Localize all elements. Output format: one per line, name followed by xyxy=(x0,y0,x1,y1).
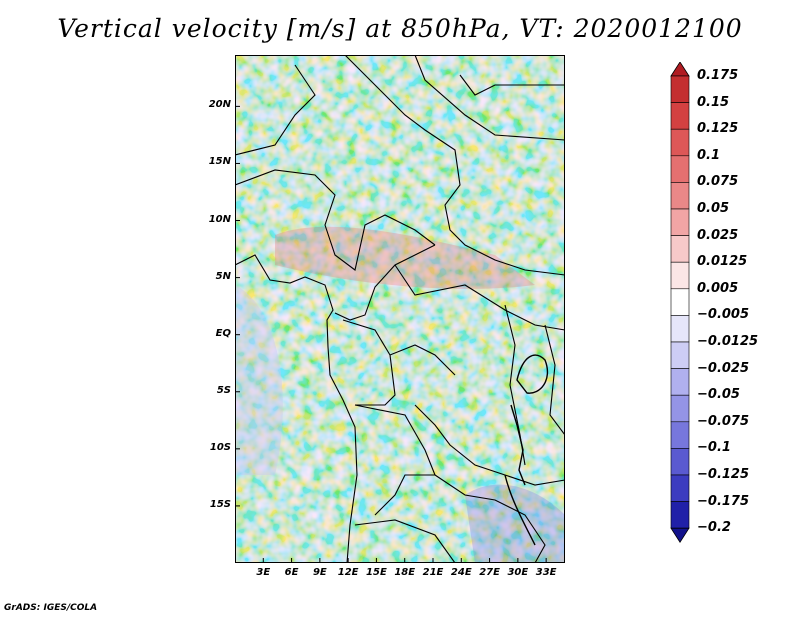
colorbar-swatch xyxy=(670,315,690,343)
colorbar-level-label: −0.025 xyxy=(697,360,750,376)
latitude-label: 10S xyxy=(209,441,231,453)
colorbar-level-label: −0.05 xyxy=(697,387,740,403)
latitude-label: 5S xyxy=(216,384,231,396)
latitude-label: 10N xyxy=(208,213,231,225)
coastlines-and-borders xyxy=(235,55,565,563)
colorbar-swatch xyxy=(670,261,690,290)
longitude-label: 21E xyxy=(422,567,444,578)
colorbar-level-label: 0.005 xyxy=(697,280,739,296)
colorbar-swatch xyxy=(670,128,690,157)
colorbar-level-label: 0.175 xyxy=(697,68,739,83)
colorbar-level-label: 0.15 xyxy=(697,94,730,110)
longitude-label: 30E xyxy=(507,567,529,578)
latitude-label: EQ xyxy=(215,327,231,339)
map-frame xyxy=(235,55,565,563)
longitude-label: 27E xyxy=(479,567,500,578)
colorbar xyxy=(670,62,690,543)
colorbar-swatch xyxy=(670,208,690,236)
colorbar-level-label: −0.0125 xyxy=(697,334,759,349)
latitude-ticks xyxy=(235,105,240,507)
longitude-label: 9E xyxy=(312,567,327,578)
colorbar-swatch xyxy=(670,155,690,183)
colorbar-swatch xyxy=(670,368,690,396)
colorbar-swatch xyxy=(670,501,690,529)
colorbar-level-label: 0.125 xyxy=(697,121,739,137)
longitude-label: 3E xyxy=(256,567,271,578)
latitude-label: 20N xyxy=(208,99,231,111)
grads-credit: GrADS: IGES/COLA xyxy=(4,603,98,613)
colorbar-level-label: −0.075 xyxy=(697,413,750,429)
rising-band-west-africa xyxy=(275,226,535,289)
atlantic-subsidence-area xyxy=(235,285,283,475)
colorbar-swatch xyxy=(670,182,690,210)
colorbar-swatch xyxy=(670,75,690,103)
longitude-label: 15E xyxy=(366,567,387,578)
colorbar-swatch xyxy=(670,341,690,369)
longitude-label: 24E xyxy=(450,567,472,578)
velocity-field xyxy=(235,55,565,563)
colorbar-arrow-bottom xyxy=(670,527,690,543)
latitude-label: 15S xyxy=(209,498,231,510)
map-panel xyxy=(235,55,565,563)
latitude-label: 5N xyxy=(215,270,231,282)
southeast-subsidence-area xyxy=(465,484,565,563)
colorbar-swatch xyxy=(670,235,690,263)
colorbar-swatch xyxy=(670,421,690,449)
colorbar-level-label: −0.2 xyxy=(697,520,731,536)
colorbar-swatch xyxy=(670,448,690,476)
colorbar-level-label: 0.0125 xyxy=(697,254,748,270)
colorbar-level-label: 0.1 xyxy=(697,147,721,163)
colorbar-level-label: 0.025 xyxy=(697,227,739,243)
colorbar-swatch xyxy=(670,394,690,423)
colorbar-swatch xyxy=(670,288,690,316)
vertical-velocity-map xyxy=(235,55,565,563)
longitude-ticks xyxy=(262,558,547,563)
colorbar-level-label: −0.175 xyxy=(697,493,750,509)
colorbar-level-label: 0.05 xyxy=(697,201,730,216)
colorbar-level-label: −0.005 xyxy=(697,307,750,323)
colorbar-level-label: −0.125 xyxy=(697,467,750,482)
latitude-label: 15N xyxy=(208,156,231,168)
longitude-label: 6E xyxy=(284,567,299,578)
colorbar-arrow-top xyxy=(670,62,690,77)
longitude-label: 33E xyxy=(535,567,557,578)
colorbar-level-label: −0.1 xyxy=(697,440,731,456)
map-title: Vertical velocity [m/s] at 850hPa, VT: 2… xyxy=(57,14,743,43)
longitude-label: 12E xyxy=(337,567,359,578)
lakes xyxy=(504,354,549,546)
colorbar-swatch xyxy=(670,102,690,130)
colorbar-level-label: 0.075 xyxy=(697,174,739,190)
colorbar-swatch xyxy=(670,474,690,502)
longitude-label: 18E xyxy=(394,567,416,578)
